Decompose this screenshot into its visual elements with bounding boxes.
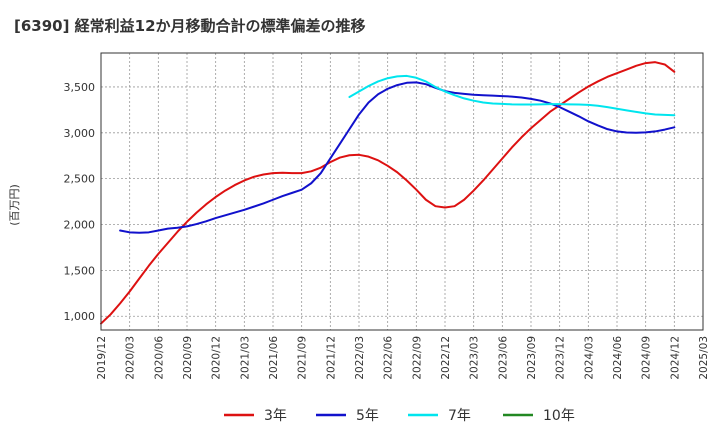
x-tick-label: 2020/09 [182,336,194,380]
legend-label: 5年 [356,408,379,424]
x-tick-label: 2022/06 [383,336,395,380]
x-tick-label: 2022/09 [411,336,423,380]
x-axis-ticks: 2019/12 2020/03 2020/06 2020/09 2020/12 2021/… [96,336,710,380]
series-line-5年 [119,81,676,234]
x-tick-label: 2025/03 [698,336,710,380]
x-tick-label: 2022/12 [440,336,452,380]
x-tick-label: 2023/12 [555,336,567,380]
x-tick-label: 2023/03 [469,336,481,380]
legend-label: 10年 [543,408,575,424]
x-tick-label: 2021/12 [325,336,337,380]
x-tick-label: 2024/09 [641,336,653,380]
y-tick-label: 3,500 [64,81,96,94]
y-axis-label: (百万円) [8,184,21,226]
y-tick-label: 1,500 [64,264,96,277]
y-axis-label-group: (百万円) [8,184,21,226]
x-tick-label: 2020/12 [211,336,223,380]
x-tick-label: 2021/03 [239,336,251,380]
x-tick-label: 2020/06 [153,336,165,380]
x-tick-label: 2023/09 [526,336,538,380]
x-tick-label: 2019/12 [96,336,108,380]
x-tick-label: 2024/06 [612,336,624,380]
x-tick-label: 2021/09 [297,336,309,380]
x-tick-label: 2024/12 [669,336,681,380]
x-tick-label: 2021/06 [268,336,280,380]
y-tick-label: 2,000 [64,219,96,232]
plot-area [100,52,704,331]
legend-label: 3年 [264,408,287,424]
x-tick-label: 2024/03 [583,336,595,380]
chart-title: [6390] 経常利益12か月移動合計の標準偏差の推移 [14,17,366,35]
legend-label: 7年 [448,408,471,424]
y-tick-label: 3,000 [64,127,96,140]
y-tick-label: 2,500 [64,173,96,186]
x-tick-label: 2020/03 [125,336,137,380]
y-tick-label: 1,000 [64,310,96,323]
grid [100,53,704,330]
series-lines [100,61,676,325]
y-axis-ticks: 1,000 1,500 2,000 2,500 3,000 3,500 [64,81,96,323]
series-line-3年 [100,61,676,325]
x-tick-label: 2023/06 [497,336,509,380]
x-tick-label: 2022/03 [354,336,366,380]
legend: 3年 5年 7年 10年 [224,408,575,424]
series-line-7年 [348,74,676,117]
